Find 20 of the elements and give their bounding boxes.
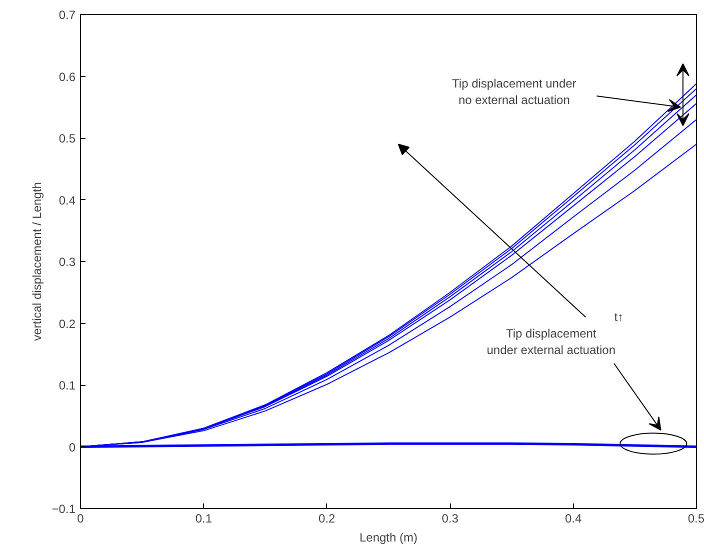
y-tick-label: 0.6 (58, 70, 76, 84)
y-tick-label: 0.5 (58, 132, 76, 146)
y-tick-label: 0.1 (58, 378, 76, 392)
x-tick-label: 0.2 (318, 512, 336, 526)
annotation: Tip displacement under no external actuation (452, 76, 576, 108)
x-tick-label: 0.4 (564, 512, 582, 526)
y-tick-label: 0.4 (58, 193, 76, 208)
y-axis-title: vertical displacement / Length (30, 182, 44, 341)
annotation: Tip displacement under external actuation (486, 326, 616, 358)
y-tick-label: −0.1 (52, 502, 76, 516)
annotation: t↑ (614, 310, 624, 324)
y-tick-label: 0.3 (58, 255, 76, 269)
y-tick-label: 0 (68, 440, 76, 454)
x-tick-label: 0.3 (442, 512, 459, 526)
x-tick-label: 0.5 (688, 512, 704, 526)
x-axis-title: Length (m) (359, 530, 418, 544)
x-tick-label: 0 (77, 512, 84, 526)
x-tick-label: 0.1 (195, 512, 212, 526)
y-tick-label: 0.2 (58, 316, 76, 331)
y-tick-label: 0.7 (58, 8, 76, 22)
